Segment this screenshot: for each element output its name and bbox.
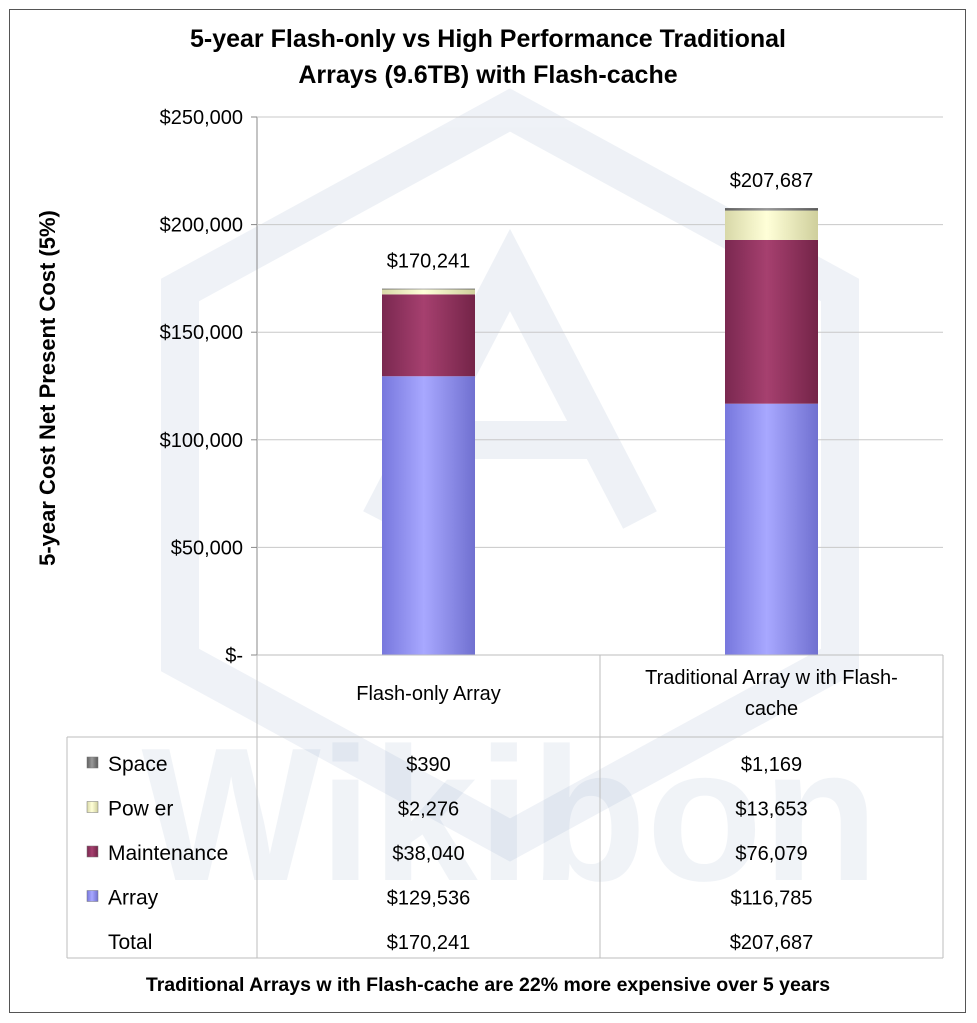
legend-label: Array [108,887,159,910]
bar-segment-array [725,403,818,655]
legend-swatch-power [86,801,99,813]
category-label: cache [745,698,798,720]
legend-label: Pow er [108,798,173,821]
chart-title-line-2: Arrays (9.6TB) with Flash-cache [298,61,677,89]
table-cell: $390 [406,754,451,776]
total-data-label: $170,241 [387,251,470,273]
y-tick-label: $100,000 [160,430,243,452]
table-cell: $1,169 [741,754,802,776]
y-tick-label: $200,000 [160,215,243,237]
chart-title-line-1: 5-year Flash-only vs High Performance Tr… [190,25,786,53]
total-labels: $170,241 $207,687 [387,170,813,273]
y-tick-label: $- [225,645,243,667]
total-data-label: $207,687 [730,170,813,192]
bar-segment-array [382,376,475,655]
y-axis-label: 5-year Cost Net Present Cost (5%) [35,210,60,566]
legend-label: Space [108,753,168,776]
gridlines [251,116,943,656]
table-total-cell: $207,687 [730,932,813,954]
table-cell: $76,079 [735,843,807,865]
table-cell: $2,276 [398,799,459,821]
data-table: Flash-only Array Traditional Array w ith … [66,654,944,959]
legend-swatch-array [86,890,99,902]
legend-swatch-space [86,756,99,769]
y-tick-label: $50,000 [171,537,243,559]
bar-segment-power [725,210,818,240]
table-cell: $116,785 [731,888,813,910]
legend-swatch-maintenance [86,845,99,858]
bar-segment-space [382,288,475,290]
table-total-cell: $170,241 [387,932,470,954]
watermark-text: Wikibon [141,709,878,921]
y-tick-label: $250,000 [160,107,243,129]
category-label: Flash-only Array [356,683,501,705]
category-label: Traditional Array w ith Flash- [645,667,898,689]
table-cell: $13,653 [735,799,807,821]
y-axis-ticks: $- $50,000 $100,000 $150,000 $200,000 $250,00… [160,107,243,667]
footer-note: Traditional Arrays w ith Flash-cache are… [146,974,830,996]
bar-segment-power [382,289,475,295]
bar-segment-space [725,208,818,211]
table-cell: $38,040 [392,843,464,865]
bars [382,208,818,655]
table-cell: $129,536 [387,888,470,910]
table-total-label: Total [108,931,152,954]
y-tick-label: $150,000 [160,322,243,344]
bar-segment-maintenance [382,294,475,377]
chart-frame [9,9,966,1013]
legend-label: Maintenance [108,842,228,865]
bar-segment-maintenance [725,239,818,404]
